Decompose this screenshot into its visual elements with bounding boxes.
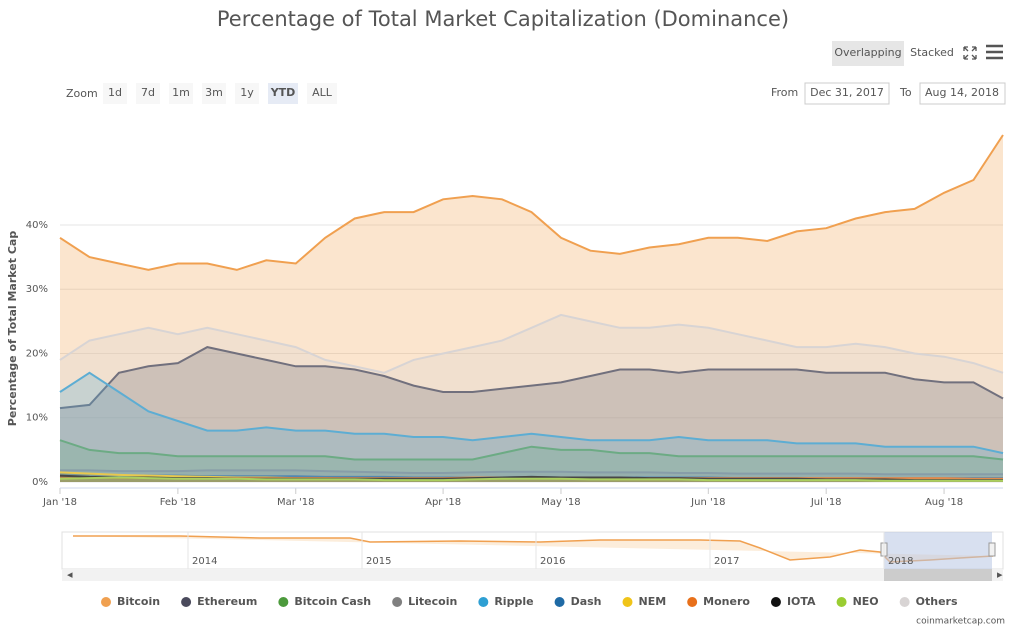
to-label: To <box>899 86 912 99</box>
area-fill <box>60 347 1003 482</box>
legend-label[interactable]: IOTA <box>787 595 816 608</box>
navigator-selection[interactable] <box>884 532 992 569</box>
zoom-button[interactable] <box>268 83 298 104</box>
area-fill <box>60 372 1003 482</box>
from-input[interactable] <box>804 82 890 105</box>
x-tick-label: Jun '18 <box>690 497 725 508</box>
zoom-button[interactable] <box>235 83 259 104</box>
credit: coinmarketcap.com <box>916 617 1005 627</box>
y-tick-label: 0% <box>32 477 48 488</box>
legend-marker[interactable] <box>392 597 403 607</box>
to-date[interactable]: Aug 14, 2018 <box>925 86 999 99</box>
navigator-year: 2017 <box>714 556 739 567</box>
navigator-handle[interactable] <box>988 542 996 557</box>
scrollbar[interactable] <box>62 569 1003 581</box>
plot-layer: 0% 10% 20% 30% 40% Percentage of Total Market… <box>6 134 1004 508</box>
series-line <box>59 439 1004 461</box>
legend-label[interactable]: Others <box>916 595 958 608</box>
zoom-label: Zoom <box>66 87 98 100</box>
legend-marker[interactable] <box>554 597 565 607</box>
legend-marker[interactable] <box>687 597 698 607</box>
zoom-button-label[interactable]: 1y <box>240 86 254 99</box>
zoom-button-label[interactable]: 1d <box>108 86 122 99</box>
zoom-button-label[interactable]: ALL <box>312 86 333 99</box>
x-tick-label: Jul '18 <box>810 497 842 508</box>
legend-marker[interactable] <box>478 597 489 607</box>
navigator-year: 2018 <box>888 556 913 567</box>
zoom-button[interactable] <box>136 83 160 104</box>
y-tick-label: 10% <box>26 413 48 424</box>
from-label: From <box>771 86 798 99</box>
legend-marker[interactable] <box>278 597 289 607</box>
navigator-year: 2014 <box>192 556 217 567</box>
legend-label[interactable]: Bitcoin <box>117 595 160 608</box>
menu-icon[interactable] <box>986 44 1003 60</box>
x-tick-label: Aug '18 <box>925 497 963 508</box>
legend-marker[interactable] <box>101 597 111 607</box>
legend-label[interactable]: NEO <box>853 595 879 608</box>
legend-marker[interactable] <box>622 597 633 607</box>
legend-label[interactable]: Bitcoin Cash <box>294 595 371 608</box>
legend-label[interactable]: Dash <box>571 595 602 608</box>
scrollbar-thumb[interactable] <box>884 569 992 581</box>
series-line <box>59 134 1004 271</box>
zoom-button[interactable] <box>103 83 127 104</box>
zoom-button[interactable] <box>202 83 226 104</box>
x-tick-label: Apr '18 <box>425 497 461 508</box>
scroll-left[interactable]: ◂ <box>67 568 73 581</box>
fullscreen-icon[interactable] <box>963 46 977 60</box>
y-tick-label: 20% <box>26 348 48 359</box>
legend-marker[interactable] <box>899 597 910 607</box>
x-tick-label: Jan '18 <box>42 497 77 508</box>
chart-title: Percentage of Total Market Capitalizatio… <box>217 7 789 31</box>
legend-label[interactable]: Ripple <box>494 595 533 608</box>
navigator-year: 2016 <box>540 556 565 567</box>
y-tick-label: 40% <box>26 220 48 231</box>
from-date[interactable]: Dec 31, 2017 <box>810 86 884 99</box>
series-line <box>59 346 1004 410</box>
zoom-button[interactable] <box>169 83 193 104</box>
to-input[interactable] <box>919 82 1006 105</box>
legend-marker[interactable] <box>181 597 192 607</box>
legend-label[interactable]: NEM <box>639 595 667 608</box>
legend-marker[interactable] <box>770 597 781 607</box>
legend-label[interactable]: Monero <box>703 595 750 608</box>
area-fill <box>60 314 1003 482</box>
series-line <box>59 313 1004 374</box>
x-tick-label: May '18 <box>541 497 580 508</box>
zoom-button-label[interactable]: YTD <box>270 86 296 99</box>
legend-marker[interactable] <box>836 597 847 607</box>
series-line <box>59 371 1004 455</box>
zoom-button[interactable] <box>307 83 337 104</box>
overlapping-label[interactable]: Overlapping <box>834 46 901 59</box>
zoom-button-label[interactable]: 3m <box>205 86 223 99</box>
y-axis-label: Percentage of Total Market Cap <box>6 231 19 427</box>
zoom-button-label[interactable]: 1m <box>172 86 190 99</box>
series-line <box>60 469 1003 476</box>
overlapping-button[interactable] <box>832 41 904 66</box>
stacked-label[interactable]: Stacked <box>910 46 954 59</box>
navigator-year: 2015 <box>366 556 391 567</box>
series-line <box>59 476 1003 482</box>
scroll-right[interactable]: ▸ <box>997 568 1003 581</box>
y-tick-label: 30% <box>26 284 48 295</box>
area-fill <box>60 440 1003 482</box>
area-fill <box>60 135 1003 482</box>
x-tick-label: Feb '18 <box>160 497 196 508</box>
legend-label[interactable]: Litecoin <box>408 595 457 608</box>
zoom-button-label[interactable]: 7d <box>141 86 155 99</box>
legend-label[interactable]: Ethereum <box>197 595 257 608</box>
x-tick-label: Mar '18 <box>277 497 315 508</box>
